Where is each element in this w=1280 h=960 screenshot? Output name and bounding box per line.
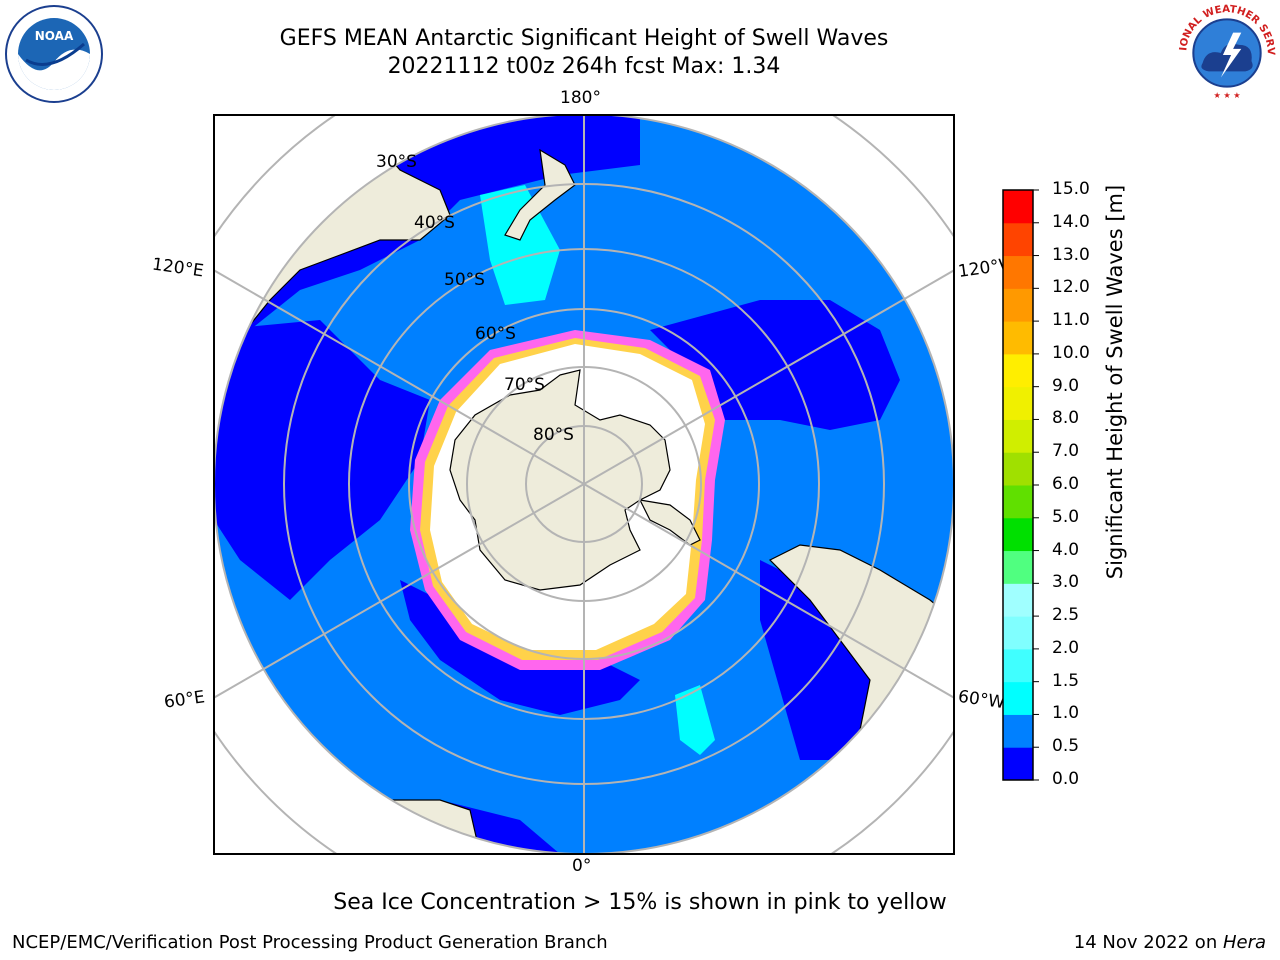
map-frame	[213, 114, 955, 855]
colorbar-segment	[1003, 353, 1033, 388]
colorbar-segment	[1003, 255, 1033, 289]
colorbar-segment	[1003, 616, 1033, 650]
lat-label-50s: 50°S	[444, 270, 485, 290]
colorbar	[1002, 189, 1039, 781]
colorbar-segment	[1003, 386, 1033, 420]
svg-text:★ ★ ★: ★ ★ ★	[1213, 90, 1240, 100]
colorbar-segment	[1003, 681, 1033, 715]
low-swell-region	[214, 320, 430, 600]
land-antarctica	[449, 369, 671, 591]
noaa-logo-text: NOAA	[35, 29, 74, 43]
colorbar-tick-label: 11.0	[1052, 310, 1090, 331]
colorbar-tick-label: 9.0	[1052, 375, 1080, 396]
colorbar-tick-label: 2.5	[1052, 605, 1080, 626]
colorbar-segment	[1003, 648, 1033, 683]
nws-logo-icon: NATIONAL WEATHER SERVICE ★ ★ ★	[1176, 2, 1276, 102]
lat-label-60s: 60°S	[475, 324, 516, 344]
land-antarctic-peninsula	[638, 499, 701, 546]
lat-label-70s: 70°S	[504, 375, 545, 395]
colorbar-tick-label: 5.0	[1052, 506, 1080, 527]
cyan-swell-patch	[480, 185, 560, 305]
cyan-swell-patch	[675, 685, 715, 755]
colorbar-tick-label: 7.0	[1052, 441, 1080, 462]
lat-label-40s: 40°S	[414, 213, 455, 233]
colorbar-tick-label: 0.0	[1052, 769, 1080, 789]
colorbar-segment	[1003, 747, 1033, 781]
noaa-logo-icon: NOAA	[5, 5, 103, 103]
colorbar-segment	[1003, 190, 1033, 224]
colorbar-segment	[1003, 288, 1033, 322]
colorbar-segment	[1003, 583, 1033, 617]
footer-date: 14 Nov 2022 on Hera	[1073, 932, 1266, 953]
colorbar-tick-label: 15.0	[1052, 179, 1090, 199]
low-swell-region	[760, 560, 880, 760]
colorbar-tick-label: 1.0	[1052, 703, 1080, 724]
lat-label-30s: 30°S	[376, 152, 417, 172]
colorbar-tick-label: 14.0	[1052, 211, 1090, 232]
colorbar-tick-label: 1.5	[1052, 670, 1080, 691]
colorbar-tick-label: 8.0	[1052, 408, 1080, 429]
colorbar-tick-label: 10.0	[1052, 342, 1090, 363]
sea-ice-footnote: Sea Ice Concentration > 15% is shown in …	[333, 890, 947, 915]
lon-label-180: 180°	[560, 88, 601, 108]
colorbar-segment	[1003, 452, 1033, 486]
colorbar-tick-label: 12.0	[1052, 277, 1090, 298]
colorbar-segment	[1003, 550, 1033, 584]
colorbar-segment	[1003, 222, 1033, 257]
footer-branch: NCEP/EMC/Verification Post Processing Pr…	[12, 932, 608, 953]
colorbar-tick-label: 13.0	[1052, 244, 1090, 265]
colorbar-tick-label: 0.5	[1052, 736, 1080, 757]
lon-label-0: 0°	[572, 856, 592, 876]
colorbar-tick-label: 6.0	[1052, 474, 1080, 494]
colorbar-segment	[1003, 419, 1033, 453]
land-new-zealand	[504, 148, 576, 241]
colorbar-segment	[1003, 321, 1033, 355]
colorbar-tick-label: 3.0	[1052, 572, 1080, 593]
colorbar-segment	[1003, 714, 1033, 748]
colorbar-segment	[1003, 485, 1033, 519]
chart-title: GEFS MEAN Antarctic Significant Height o…	[279, 26, 889, 51]
colorbar-segment	[1003, 517, 1033, 552]
lat-label-80s: 80°S	[533, 425, 574, 445]
colorbar-tick-label: 4.0	[1052, 539, 1080, 560]
chart-subtitle: 20221112 t00z 264h fcst Max: 1.34	[387, 54, 781, 79]
colorbar-tick-label: 2.0	[1052, 637, 1080, 658]
